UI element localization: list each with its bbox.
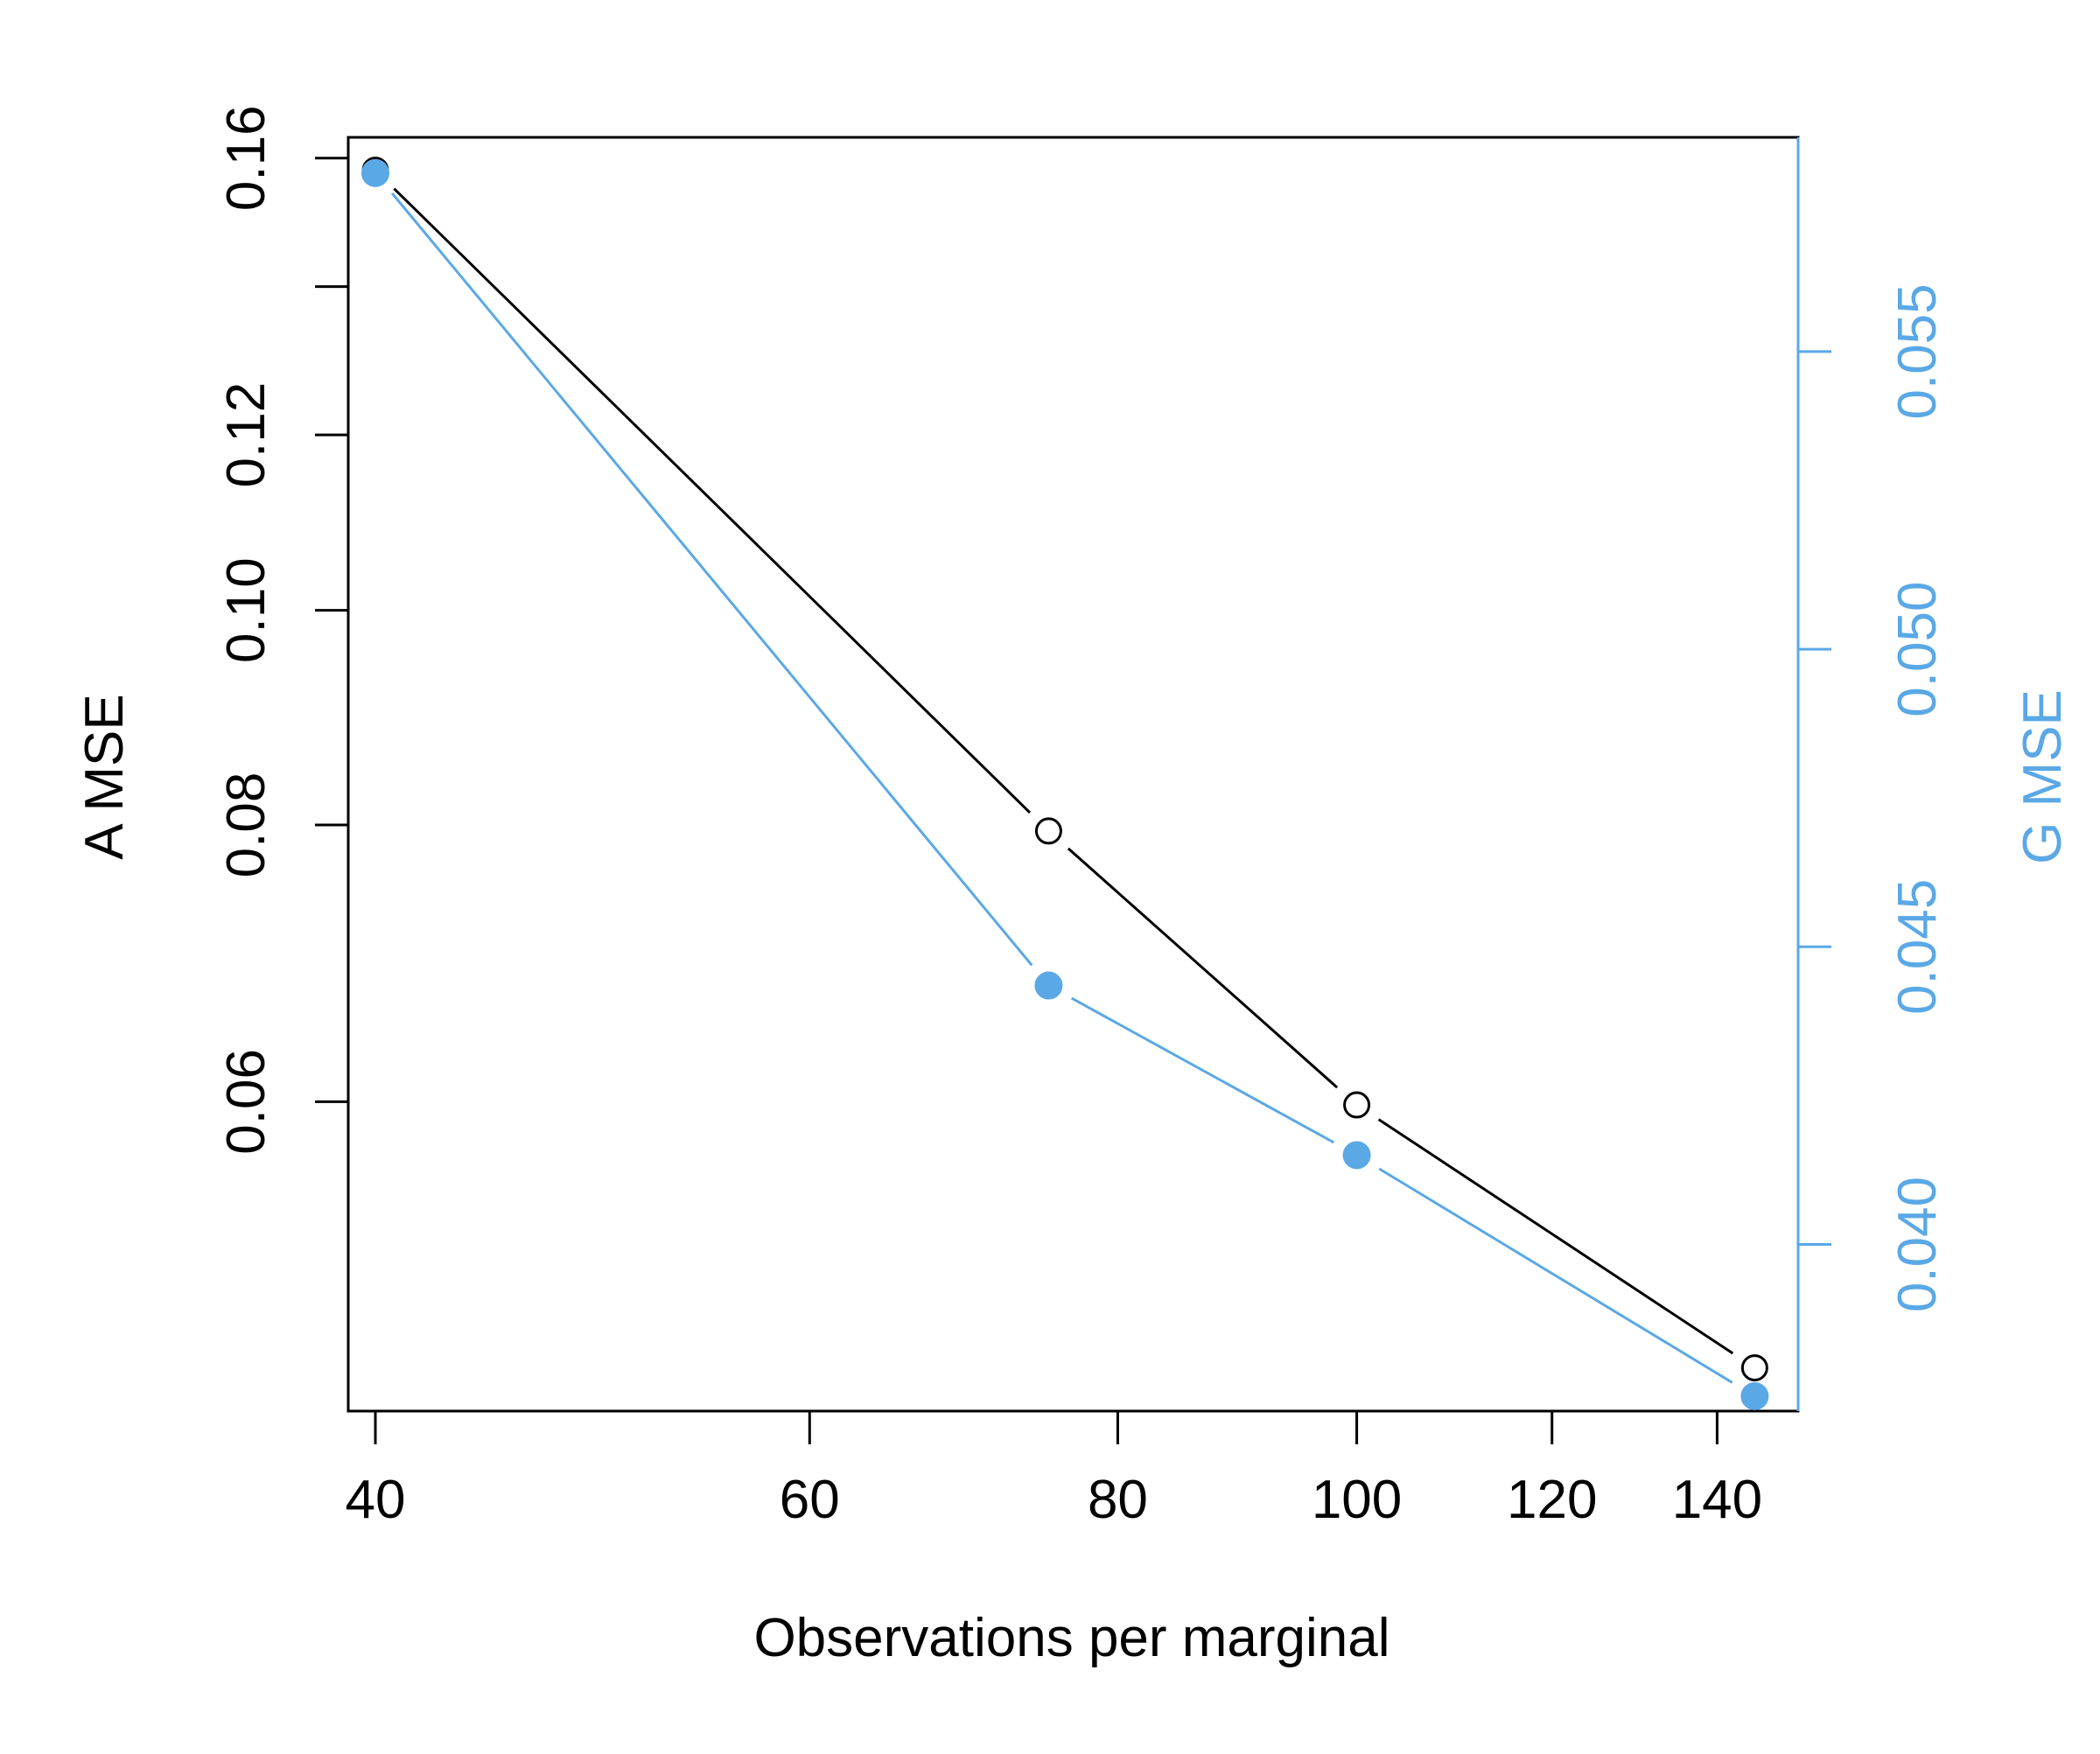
y-right-tick-label: 0.050 — [1887, 582, 1948, 717]
series-g-segment — [1378, 1167, 1733, 1384]
series-a-segment — [1377, 1118, 1734, 1355]
series-a-segment — [393, 187, 1032, 814]
y-right-tick-label: 0.040 — [1887, 1177, 1948, 1312]
y-left-axis-title: A MSE — [74, 694, 135, 860]
x-tick-label: 140 — [1672, 1470, 1762, 1530]
x-tick-label: 100 — [1312, 1470, 1402, 1530]
series-g-point — [1034, 971, 1063, 1000]
series-a-segment — [1067, 847, 1339, 1089]
series-g-segment — [390, 192, 1033, 967]
x-tick-label: 40 — [346, 1470, 406, 1530]
series-a-point — [1034, 817, 1062, 845]
x-tick-label: 60 — [780, 1470, 840, 1530]
series-g-segment — [1070, 996, 1335, 1144]
y-right-axis-title: G MSE — [2012, 689, 2073, 864]
series-g-point — [1342, 1141, 1371, 1170]
y-right-tick-label: 0.055 — [1887, 283, 1948, 419]
x-axis-title: Observations per marginal — [753, 1608, 1390, 1668]
y-left-tick-label: 0.08 — [216, 772, 276, 878]
x-tick-label: 80 — [1088, 1470, 1148, 1530]
x-tick-label: 120 — [1507, 1470, 1597, 1530]
series-g-point — [360, 158, 389, 187]
plot-frame — [346, 136, 1800, 1413]
y-left-tick-label: 0.06 — [216, 1049, 276, 1155]
y-right-tick-label: 0.045 — [1887, 879, 1948, 1015]
series-a-point — [1343, 1091, 1371, 1119]
y-left-tick-label: 0.10 — [216, 557, 276, 663]
series-g-point — [1740, 1381, 1769, 1410]
series-a-point — [1740, 1354, 1768, 1382]
y-left-tick-label: 0.12 — [216, 382, 276, 488]
y-left-tick-label: 0.16 — [216, 105, 276, 211]
